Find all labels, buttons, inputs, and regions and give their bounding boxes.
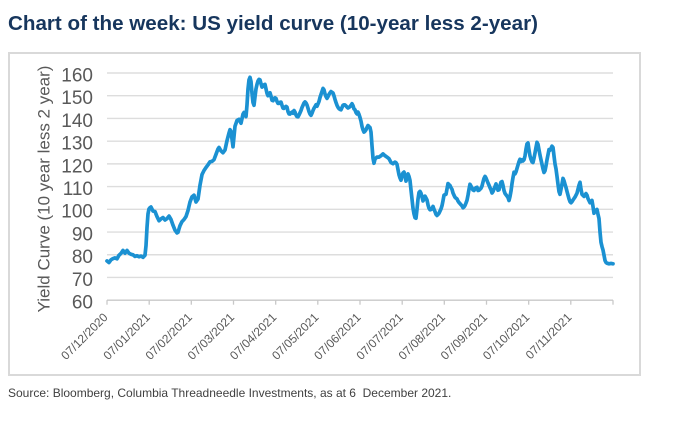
svg-text:160: 160	[61, 65, 93, 86]
svg-text:100: 100	[61, 202, 93, 223]
svg-text:70: 70	[72, 270, 93, 291]
svg-text:80: 80	[72, 247, 93, 268]
svg-text:110: 110	[63, 179, 93, 200]
svg-text:150: 150	[61, 88, 93, 109]
svg-text:Yield Curve (10 year less 2 ye: Yield Curve (10 year less 2 year)	[35, 66, 54, 313]
svg-text:90: 90	[72, 224, 93, 245]
svg-text:120: 120	[61, 156, 93, 177]
svg-text:07/11/2021: 07/11/2021	[523, 310, 575, 362]
svg-text:140: 140	[61, 111, 93, 132]
svg-text:130: 130	[61, 134, 93, 155]
svg-text:60: 60	[72, 293, 93, 314]
